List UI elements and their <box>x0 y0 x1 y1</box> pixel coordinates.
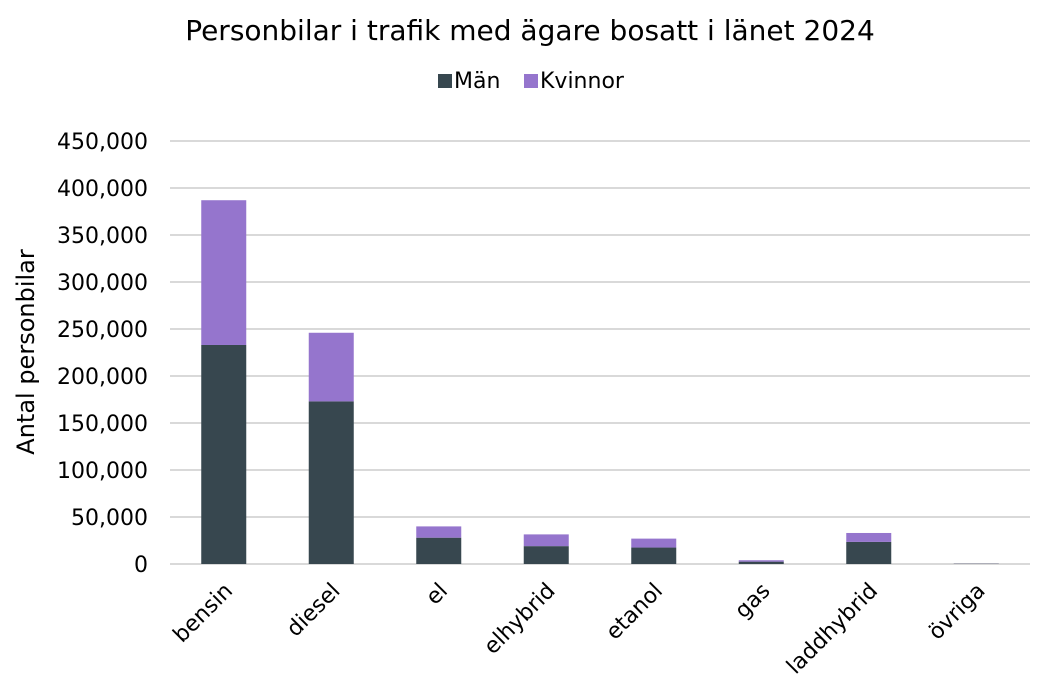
x-tick-label: gas <box>730 579 775 624</box>
x-tick-label: elhybrid <box>479 579 560 660</box>
y-tick-label: 0 <box>134 553 148 578</box>
legend-item: Män <box>438 69 500 94</box>
y-tick-label: 350,000 <box>57 224 148 249</box>
y-tick-label: 400,000 <box>57 177 148 202</box>
bar-bensin-Män <box>201 344 247 564</box>
y-tick-label: 50,000 <box>71 506 148 531</box>
bar-el-Kvinnor <box>416 526 462 538</box>
x-axis-ticks: bensin diesel el elhybrid etanol gas laddhybri… <box>169 579 991 680</box>
x-tick-label: bensin <box>169 579 238 648</box>
y-tick-label: 450,000 <box>57 130 148 155</box>
bar-diesel-Kvinnor <box>308 332 354 402</box>
x-tick-label: etanol <box>601 579 668 646</box>
x-tick-label: laddhybrid <box>782 579 883 680</box>
y-tick-label: 150,000 <box>57 412 148 437</box>
bar-elhybrid-Män <box>523 546 569 564</box>
bar-laddhybrid-Kvinnor <box>846 532 892 542</box>
bar-laddhybrid-Män <box>846 541 892 564</box>
bar-elhybrid-Kvinnor <box>523 534 569 547</box>
bar-gas-Män <box>738 561 784 564</box>
legend-label: Kvinnor <box>540 69 625 94</box>
x-tick-label: övriga <box>924 579 991 646</box>
legend: Män Kvinnor <box>438 69 625 94</box>
gridlines <box>170 140 1030 565</box>
y-tick-label: 200,000 <box>57 365 148 390</box>
x-tick-label: diesel <box>282 579 345 642</box>
bar-gas-Kvinnor <box>738 560 784 562</box>
bar-etanol-Kvinnor <box>631 538 677 548</box>
y-tick-label: 250,000 <box>57 318 148 343</box>
y-tick-label: 300,000 <box>57 271 148 296</box>
x-tick-label: el <box>421 579 453 611</box>
bar-el-Män <box>416 537 462 564</box>
legend-item: Kvinnor <box>524 69 625 94</box>
bar-diesel-Män <box>308 401 354 564</box>
y-axis-title: Antal personbilar <box>12 249 40 455</box>
bar-bensin-Kvinnor <box>201 200 247 345</box>
legend-swatch <box>524 74 538 88</box>
legend-swatch <box>438 74 452 88</box>
legend-label: Män <box>454 69 500 94</box>
bars <box>201 200 999 564</box>
chart-title: Personbilar i trafik med ägare bosatt i … <box>185 14 875 47</box>
bar-etanol-Män <box>631 547 677 564</box>
y-axis-ticks: 0 50,000 100,000 150,000 200,000 250,000 300,0… <box>57 130 148 578</box>
y-tick-label: 100,000 <box>57 459 148 484</box>
